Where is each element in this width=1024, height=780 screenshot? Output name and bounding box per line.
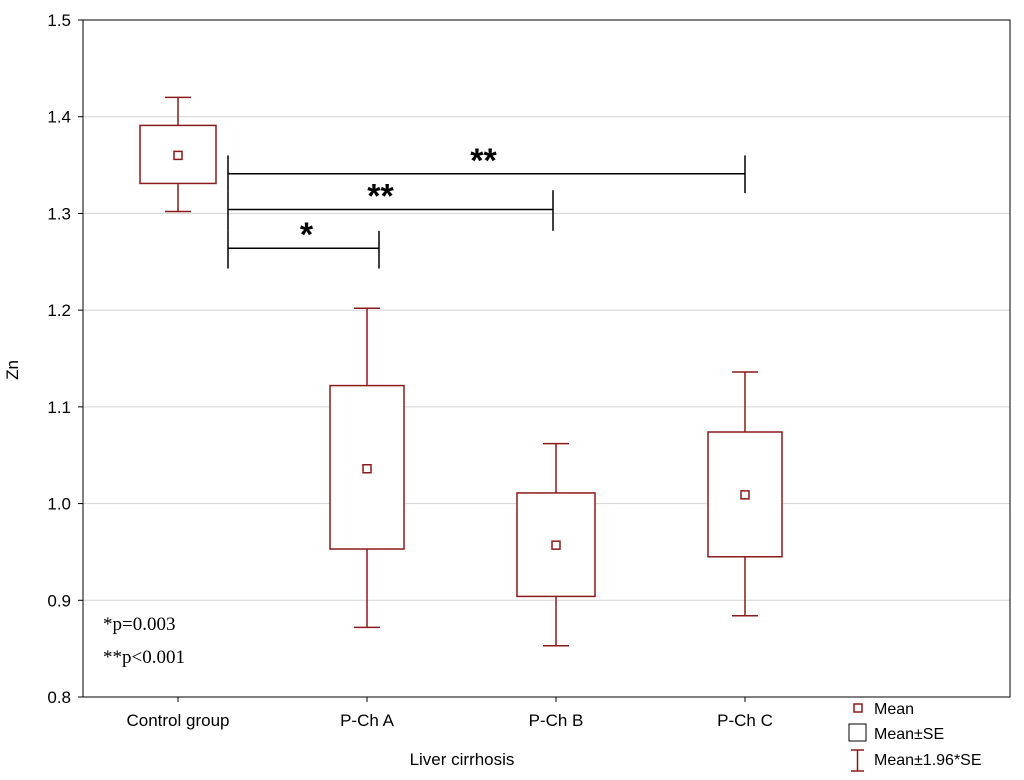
mean-marker bbox=[362, 464, 372, 474]
y-tick-label: 1.5 bbox=[47, 11, 71, 30]
significance-bracket: ** bbox=[227, 178, 554, 231]
significance-label: ** bbox=[367, 178, 394, 216]
significance-bracket: * bbox=[227, 216, 380, 269]
grid-layer bbox=[83, 116, 1010, 601]
significance-bracket: ** bbox=[227, 142, 746, 194]
y-axis-label: Zn bbox=[3, 360, 22, 380]
x-axis-label: Liver cirrhosis bbox=[410, 750, 515, 769]
y-tick-label: 0.8 bbox=[47, 688, 71, 707]
legend: Mean Mean±SE Mean±1.96*SE bbox=[848, 701, 982, 772]
box-group bbox=[516, 442, 596, 647]
y-tick-label: 1.0 bbox=[47, 495, 71, 514]
legend-se-marker bbox=[848, 723, 867, 742]
y-tick-label: 1.3 bbox=[47, 204, 71, 223]
significance-brackets: ***** bbox=[227, 142, 746, 269]
x-tick-label: Control group bbox=[126, 711, 229, 730]
legend-ci-marker bbox=[851, 749, 864, 772]
box-group bbox=[139, 96, 217, 213]
legend-se-label: Mean±SE bbox=[874, 726, 944, 743]
legend-mean-marker bbox=[853, 703, 863, 713]
x-tick-label: P-Ch C bbox=[717, 711, 773, 730]
x-tick-label: P-Ch A bbox=[340, 711, 395, 730]
x-tick-label: P-Ch B bbox=[529, 711, 584, 730]
box-group bbox=[707, 371, 783, 617]
plot-frame bbox=[82, 19, 1011, 698]
annotation-double-star: **p<0.001 bbox=[103, 647, 185, 668]
significance-label: * bbox=[300, 216, 314, 254]
y-tick-label: 1.4 bbox=[47, 108, 71, 127]
legend-mean-label: Mean bbox=[874, 701, 914, 718]
box-group bbox=[329, 307, 405, 629]
mean-marker bbox=[173, 150, 183, 161]
mean-marker bbox=[551, 540, 561, 550]
significance-label: ** bbox=[470, 142, 497, 180]
y-tick-label: 0.9 bbox=[47, 591, 71, 610]
mean-marker bbox=[740, 490, 750, 500]
legend-ci-label: Mean±1.96*SE bbox=[874, 752, 982, 769]
y-tick-label: 1.2 bbox=[47, 301, 71, 320]
boxes bbox=[139, 96, 783, 647]
x-ticks: Control group P-Ch A P-Ch B P-Ch C bbox=[126, 697, 773, 730]
y-ticks: 0.8 0.9 1.0 1.1 1.2 1.3 1.4 1.5 bbox=[47, 11, 83, 707]
annotation-single-star: *p=0.003 bbox=[103, 614, 175, 635]
y-tick-label: 1.1 bbox=[47, 398, 71, 417]
